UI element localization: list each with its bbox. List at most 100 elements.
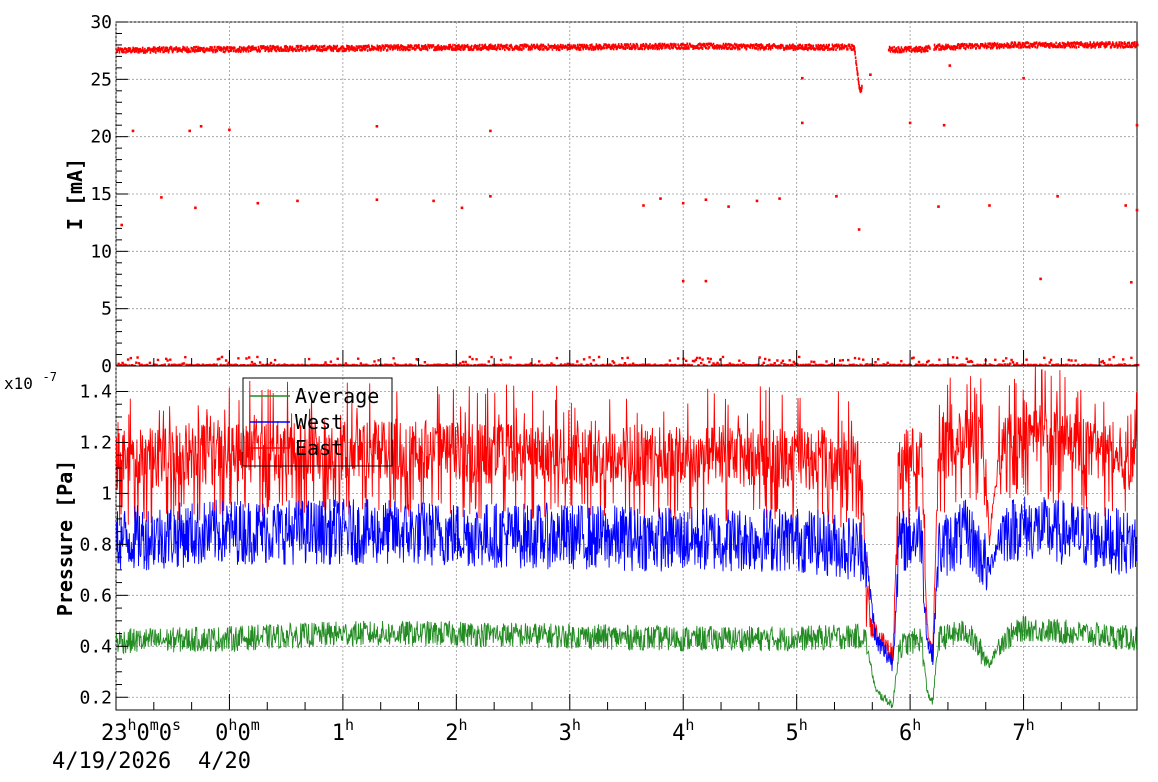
time-label-unit: h bbox=[685, 716, 694, 734]
time-label-base: 7 bbox=[1012, 721, 1025, 746]
current-y-axis-title: I [mA] bbox=[63, 158, 87, 230]
current-outlier-point bbox=[704, 198, 708, 201]
time-label-value: 0 bbox=[237, 721, 250, 746]
current-outlier-point bbox=[801, 121, 804, 125]
time-label-unit: h bbox=[572, 716, 581, 734]
current-y-tick-label: 15 bbox=[90, 184, 112, 205]
current-main-band bbox=[116, 41, 1139, 94]
current-outlier-point bbox=[869, 73, 872, 76]
date-label-primary: 4/19/2026 bbox=[52, 749, 171, 774]
legend-label-east: East bbox=[295, 436, 343, 460]
time-label-unit: h bbox=[127, 716, 136, 734]
time-axis-label: 5h bbox=[786, 716, 808, 746]
time-label-base: 2 bbox=[445, 721, 458, 746]
pressure-series-west bbox=[116, 496, 1137, 672]
date-label-secondary: 4/20 bbox=[198, 749, 251, 774]
current-y-tick-label: 10 bbox=[90, 241, 112, 262]
current-outlier-point bbox=[1135, 123, 1139, 127]
pressure-y-tick-label: 0.4 bbox=[79, 636, 112, 657]
current-outlier-point bbox=[681, 279, 685, 283]
current-outlier-point bbox=[188, 129, 191, 133]
current-outlier-point bbox=[755, 199, 759, 203]
current-outlier-point bbox=[659, 197, 662, 200]
time-label-base: 0 bbox=[215, 721, 228, 746]
current-outlier-point bbox=[1130, 281, 1133, 284]
current-outlier-point bbox=[704, 279, 708, 283]
pressure-y-exponent: x10 -7 bbox=[4, 370, 57, 393]
time-axis-label: 23h0m0s bbox=[101, 716, 181, 746]
time-axis-label: 1h bbox=[332, 716, 354, 746]
pressure-panel: 0.2 0.4 0.6 0.8 1 1.2 1.4 Pressure [Pa] x10 -7… bbox=[4, 365, 1138, 711]
time-label-base: 23 bbox=[101, 721, 128, 746]
current-y-ticks: 0 5 10 15 20 25 30 bbox=[90, 12, 128, 377]
pressure-y-tick-label: 1.2 bbox=[79, 432, 112, 453]
time-label-unit: h bbox=[345, 716, 354, 734]
time-label-unit: h bbox=[912, 716, 921, 734]
legend-box bbox=[242, 377, 393, 467]
pressure-y-tick-label: 1 bbox=[101, 483, 112, 504]
current-y-tick-label: 25 bbox=[90, 69, 112, 90]
time-axis-label: 4h bbox=[672, 716, 694, 746]
time-label-unit: m bbox=[150, 716, 159, 734]
time-axis-label: 3h bbox=[559, 716, 581, 746]
current-outlier-point bbox=[1056, 195, 1059, 198]
legend-label-average: Average bbox=[295, 384, 379, 408]
time-label-base: 5 bbox=[786, 721, 799, 746]
time-label-value: 0 bbox=[136, 721, 149, 746]
current-outlier-point bbox=[1022, 76, 1025, 80]
current-outlier-point bbox=[432, 199, 435, 203]
current-outlier-point bbox=[256, 201, 260, 205]
current-outlier-point bbox=[942, 123, 946, 127]
pressure-series-lines bbox=[116, 366, 1137, 709]
current-outlier-point bbox=[642, 204, 645, 207]
pressure-y-axis-title: Pressure [Pa] bbox=[53, 460, 77, 617]
current-outlier-point bbox=[681, 201, 685, 205]
current-plot-frame bbox=[115, 21, 1138, 367]
current-panel: 0 5 10 15 20 25 30 I [mA] bbox=[63, 12, 1140, 377]
time-axis-ticks bbox=[115, 350, 1138, 710]
current-outlier-point bbox=[778, 197, 781, 200]
legend: Average West East bbox=[242, 377, 393, 467]
current-outlier-point bbox=[228, 128, 231, 132]
current-outlier-point bbox=[296, 199, 299, 203]
current-outlier-point bbox=[131, 129, 135, 133]
current-outlier-point bbox=[1135, 208, 1139, 212]
current-outlier-point bbox=[120, 223, 123, 227]
pressure-series-average bbox=[116, 615, 1137, 709]
time-label-unit: h bbox=[1026, 716, 1035, 734]
pressure-series-east bbox=[116, 366, 1137, 664]
current-outlier-point bbox=[489, 195, 492, 198]
time-axis-label: 7h bbox=[1012, 716, 1034, 746]
current-outlier-point bbox=[460, 206, 464, 210]
time-label-unit: h bbox=[799, 716, 808, 734]
y-exponent-base: x10 bbox=[4, 374, 33, 393]
current-outlier-point bbox=[835, 195, 838, 198]
time-label-base: 1 bbox=[332, 721, 345, 746]
current-outlier-point bbox=[937, 205, 940, 208]
time-label-base: 3 bbox=[559, 721, 572, 746]
current-outlier-point bbox=[375, 198, 379, 201]
time-label-unit: s bbox=[172, 716, 181, 734]
time-label-value: 0 bbox=[159, 721, 172, 746]
current-outlier-point bbox=[857, 228, 861, 231]
current-outlier-point bbox=[727, 205, 730, 208]
current-outlier-point bbox=[489, 129, 492, 133]
time-axis-labels: 23h0m0s 0h0m 1h 2h 3h 4h 5h 6h 7h bbox=[101, 716, 1035, 746]
current-y-tick-label: 30 bbox=[90, 12, 112, 33]
current-y-tick-label: 5 bbox=[101, 299, 112, 320]
pressure-y-tick-label: 1.4 bbox=[79, 381, 112, 402]
time-axis-label: 2h bbox=[445, 716, 467, 746]
current-outlier-point bbox=[988, 204, 991, 207]
current-outlier-point bbox=[375, 125, 379, 128]
current-outlier-point bbox=[1124, 204, 1127, 207]
pressure-y-tick-label: 0.8 bbox=[79, 534, 112, 555]
legend-label-west: West bbox=[295, 410, 343, 434]
pressure-y-tick-label: 0.6 bbox=[79, 585, 112, 606]
current-outlier-point bbox=[801, 76, 804, 80]
current-outlier-point bbox=[908, 121, 912, 125]
time-axis-label: 6h bbox=[899, 716, 921, 746]
current-outlier-point bbox=[160, 196, 163, 199]
current-outlier-point bbox=[948, 64, 952, 67]
y-exponent-power: -7 bbox=[43, 370, 57, 384]
